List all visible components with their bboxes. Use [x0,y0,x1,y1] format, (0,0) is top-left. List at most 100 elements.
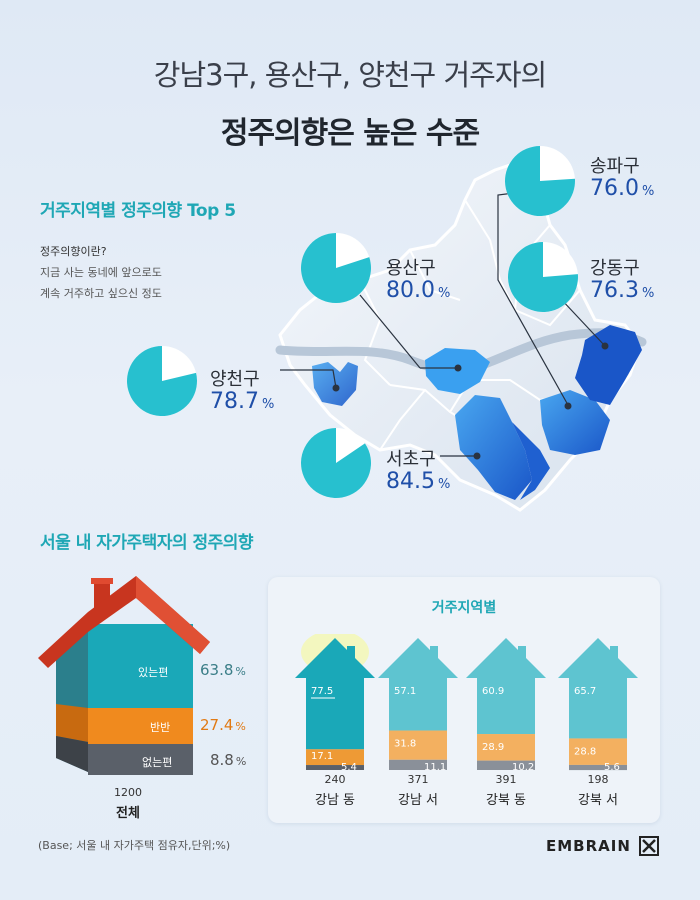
region-bar-4: 65.7 28.8 5.6 [558,638,638,772]
segment-반반 [306,749,364,766]
overall-value-negative: 8.8% [210,751,247,769]
connector-yangcheon [280,369,337,389]
pie-2 [301,233,371,303]
segment-없는편 [569,764,627,771]
overall-label-positive: 있는편 [138,666,169,679]
segment-label: 5.4 [341,762,357,772]
region-name: 강동구 [590,258,640,279]
segment-label: 28.8 [574,746,596,757]
region-label: 강남 서 [397,793,438,808]
overall-section-title: 서울 내 자가주택자의 정주의향 [40,533,254,553]
house-front-positive [88,624,193,708]
title-line-2: 정주의향은 높은 수준 [220,116,480,151]
map-seocho [455,395,532,500]
pie-1 [505,146,575,216]
segment-label: 17.1 [311,751,333,762]
connector-gangdong-dot [601,342,609,350]
definition-line-2: 계속 거주하고 싶으신 정도 [40,287,162,300]
segment-있는편 [569,678,627,739]
connector-songpa [497,192,569,406]
region-name: 용산구 [386,258,436,279]
region-n: 391 [495,773,517,786]
segment-없는편 [306,765,364,770]
arrow-head [558,638,638,678]
region-label: 강북 동 [485,793,526,808]
overall-label-negative: 없는편 [142,756,173,769]
definition: 정주의향이란? 지금 사는 동네에 앞으로도 계속 거주하고 싶으신 정도 [40,241,162,304]
logo-mark-icon [638,836,659,856]
region-label: 강남 동 [314,793,355,808]
pie-slice-양천구 [127,346,197,416]
region-value: 76.3% [590,278,655,303]
pie-slice-용산구 [301,233,371,303]
arrow-chimney [347,646,355,662]
region-bar-2: 57.1 31.8 11.1 [378,638,458,772]
segment-label: 65.7 [574,686,596,697]
arrow-head [378,638,458,678]
overall-n: 1200 [114,786,142,799]
pie-slice-강동구 [508,242,578,312]
brand-logo: EMBRAIN [546,836,659,856]
segment-label: 77.5 [311,686,333,697]
segment-있는편 [306,678,364,750]
region-name: 양천구 [210,369,260,390]
segment-있는편 [477,678,535,735]
region-card-title: 거주지역별 [431,600,497,616]
region-value: 80.0% [386,278,451,303]
segment-반반 [569,738,627,765]
arrow-chimney [430,646,438,662]
house-front-neutral [88,708,193,744]
map-songpa [540,390,610,455]
map-gangnam-extra [512,422,550,500]
segment-label: 11.1 [424,762,446,772]
segment-label: 28.9 [482,742,504,753]
pie-4 [127,346,197,416]
pie-3 [508,242,578,312]
base-note: (Base; 서울 내 자가주택 점유자,단위;%) [38,839,231,852]
segment-label: 10.2 [512,762,534,772]
overall-label-neutral: 반반 [150,721,171,734]
top5-section-title: 거주지역별 정주의향 Top 5 [40,201,236,221]
region-name: 서초구 [386,449,436,470]
segment-없는편 [477,760,535,770]
region-value: 78.7% [210,389,275,414]
region-n: 240 [324,773,346,786]
overall-value-neutral: 27.4% [200,716,246,734]
overall-value-positive: 63.8% [200,661,246,679]
logo-text: EMBRAIN [546,837,631,855]
definition-question: 정주의향이란? [40,245,107,258]
segment-label: 5.6 [604,762,620,772]
title-line-1: 강남3구, 용산구, 양천구 거주자의 [153,58,547,92]
pie-slice-서초구 [301,428,371,498]
segment-label: 57.1 [394,686,416,697]
segment-반반 [389,730,447,760]
region-value: 76.0% [590,176,655,201]
house-front-negative [88,744,193,775]
region-n: 198 [587,773,609,786]
definition-line-1: 지금 사는 동네에 앞으로도 [40,266,162,279]
arrow-chimney [518,646,526,662]
region-name: 송파구 [590,156,640,177]
segment-label: 60.9 [482,686,504,697]
region-n: 371 [407,773,429,786]
arrow-chimney [610,646,618,662]
pie-slice-송파구 [505,146,575,216]
region-bar-1: 77.5 17.1 5.4 [295,634,375,772]
overall-label: 전체 [116,806,140,821]
map-gangdong [575,325,642,405]
overall-house [38,576,210,775]
segment-반반 [477,734,535,761]
region-bar-3: 60.9 28.9 10.2 [466,638,546,772]
arrow-head [466,638,546,678]
arrow-head [295,638,375,678]
region-label: 강북 서 [577,793,618,808]
segment-있는편 [389,678,447,731]
connector-seocho-dot [473,452,481,460]
connector-yangcheon-dot [332,384,340,392]
connector-yongsan [359,294,421,369]
segment-label: 31.8 [394,739,416,750]
connector-gangdong [559,297,606,347]
region-value: 84.5% [386,469,451,494]
segment-없는편 [389,759,447,770]
connector-songpa-dot [564,402,572,410]
